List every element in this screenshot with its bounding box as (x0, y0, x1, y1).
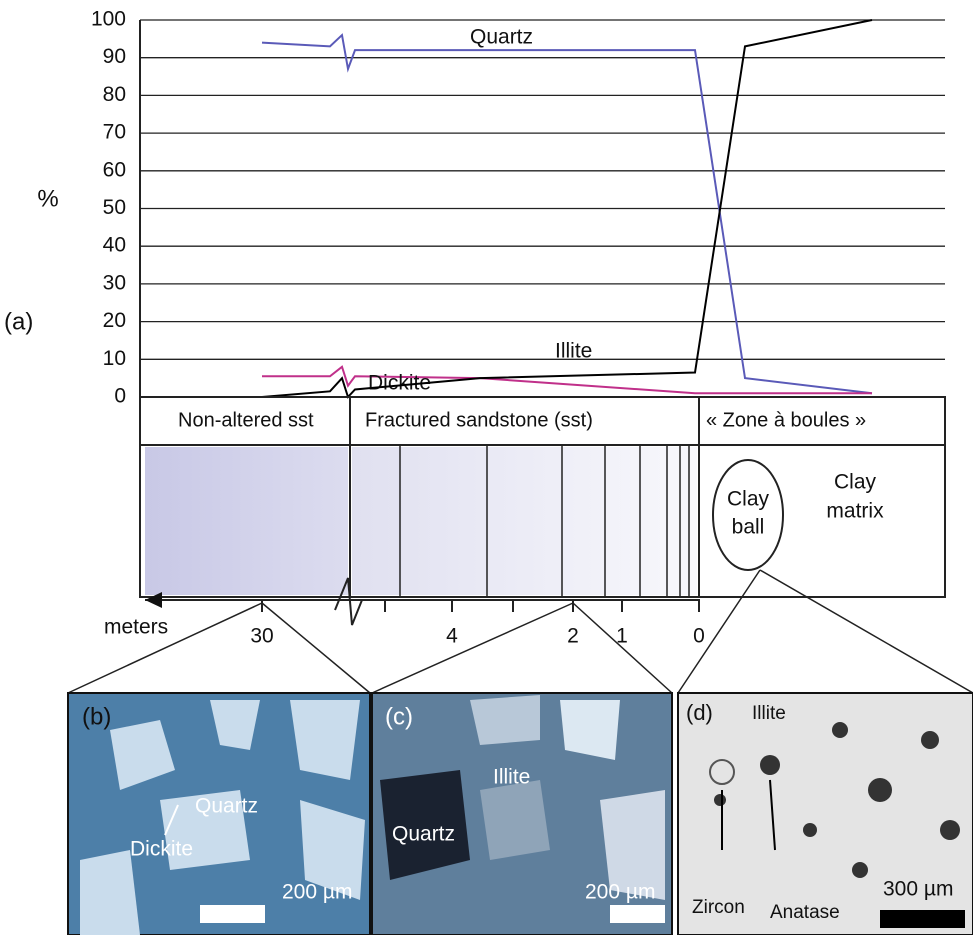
micrograph-text: Anatase (770, 902, 840, 923)
depth-tick-label: 4 (446, 625, 458, 648)
fractures (399, 445, 690, 597)
y-tick-label: 90 (103, 45, 126, 68)
micrograph-text: Quartz (392, 823, 455, 846)
zircon-grain (709, 759, 735, 785)
clay-matrix-label: Clay (834, 471, 877, 494)
scale-label: 200 µm (585, 881, 655, 904)
scale-bar (200, 905, 265, 923)
y-tick-label: 30 (103, 271, 126, 294)
micrograph-label: (d) (686, 700, 713, 725)
fractured-fill (352, 447, 697, 595)
scale-bar (880, 910, 965, 928)
data-line (261, 33, 873, 395)
micrograph-text: Illite (752, 703, 786, 724)
zone-label: Fractured sandstone (sst) (365, 409, 593, 431)
y-tick-label: 50 (103, 196, 126, 219)
zone-label: « Zone à boules » (706, 409, 866, 431)
depth-tick-label: 30 (250, 625, 273, 648)
y-tick-label: 40 (103, 234, 126, 257)
clay-matrix-label: matrix (826, 500, 884, 523)
axis-break (334, 577, 363, 626)
scale-bar (610, 905, 665, 923)
depth-tick-label: 1 (616, 625, 628, 648)
micrograph-text: Illite (493, 766, 530, 789)
y-tick-label: 80 (103, 83, 126, 106)
y-tick-label: 70 (103, 121, 126, 144)
anatase-grains (714, 722, 960, 878)
micrograph-text: Zircon (692, 897, 745, 918)
y-tick-label: 10 (103, 347, 126, 370)
depth-ticks (261, 600, 700, 612)
panel-label: (a) (4, 308, 33, 335)
pointer (721, 779, 776, 851)
series-label: Quartz (470, 26, 533, 49)
micrographs: (b) Quartz Dickite 200 µm (c) Quartz Ill… (67, 692, 973, 936)
clay-ball-label: Clay (727, 488, 770, 511)
micrograph-label: (c) (385, 703, 413, 730)
non-altered-fill (145, 447, 348, 595)
micrograph-d (677, 692, 973, 936)
zone-label: Non-altered sst (178, 409, 314, 431)
scale-label: 200 µm (282, 881, 352, 904)
data-line (262, 365, 872, 395)
arrow (145, 592, 162, 608)
zone-frame (139, 396, 946, 598)
y-axis-label: % (37, 185, 58, 212)
y-tick-label: 100 (91, 8, 126, 31)
series-label: Illite (555, 340, 592, 363)
data-line (261, 19, 873, 399)
series-label: Dickite (368, 372, 431, 395)
micrograph-label: (b) (82, 703, 111, 730)
zoom-lines (67, 569, 973, 694)
micrograph-text: Quartz (195, 795, 258, 818)
y-tick-label: 60 (103, 158, 126, 181)
clay-ball-label: ball (732, 516, 765, 539)
depth-tick-label: 2 (567, 625, 579, 648)
clay-ball-outline (712, 459, 784, 571)
schematic: Non-altered sst Fractured sandstone (sst… (67, 396, 973, 694)
y-tick-label: 20 (103, 309, 126, 332)
pointer (164, 804, 179, 836)
depth-axis-label: meters (104, 616, 168, 639)
grains (80, 700, 365, 935)
scale-label: 300 µm (883, 878, 953, 901)
grains (380, 695, 665, 900)
y-tick-label: 0 (114, 385, 126, 408)
micrograph-text: Dickite (130, 838, 193, 861)
depth-tick-label: 0 (693, 625, 705, 648)
